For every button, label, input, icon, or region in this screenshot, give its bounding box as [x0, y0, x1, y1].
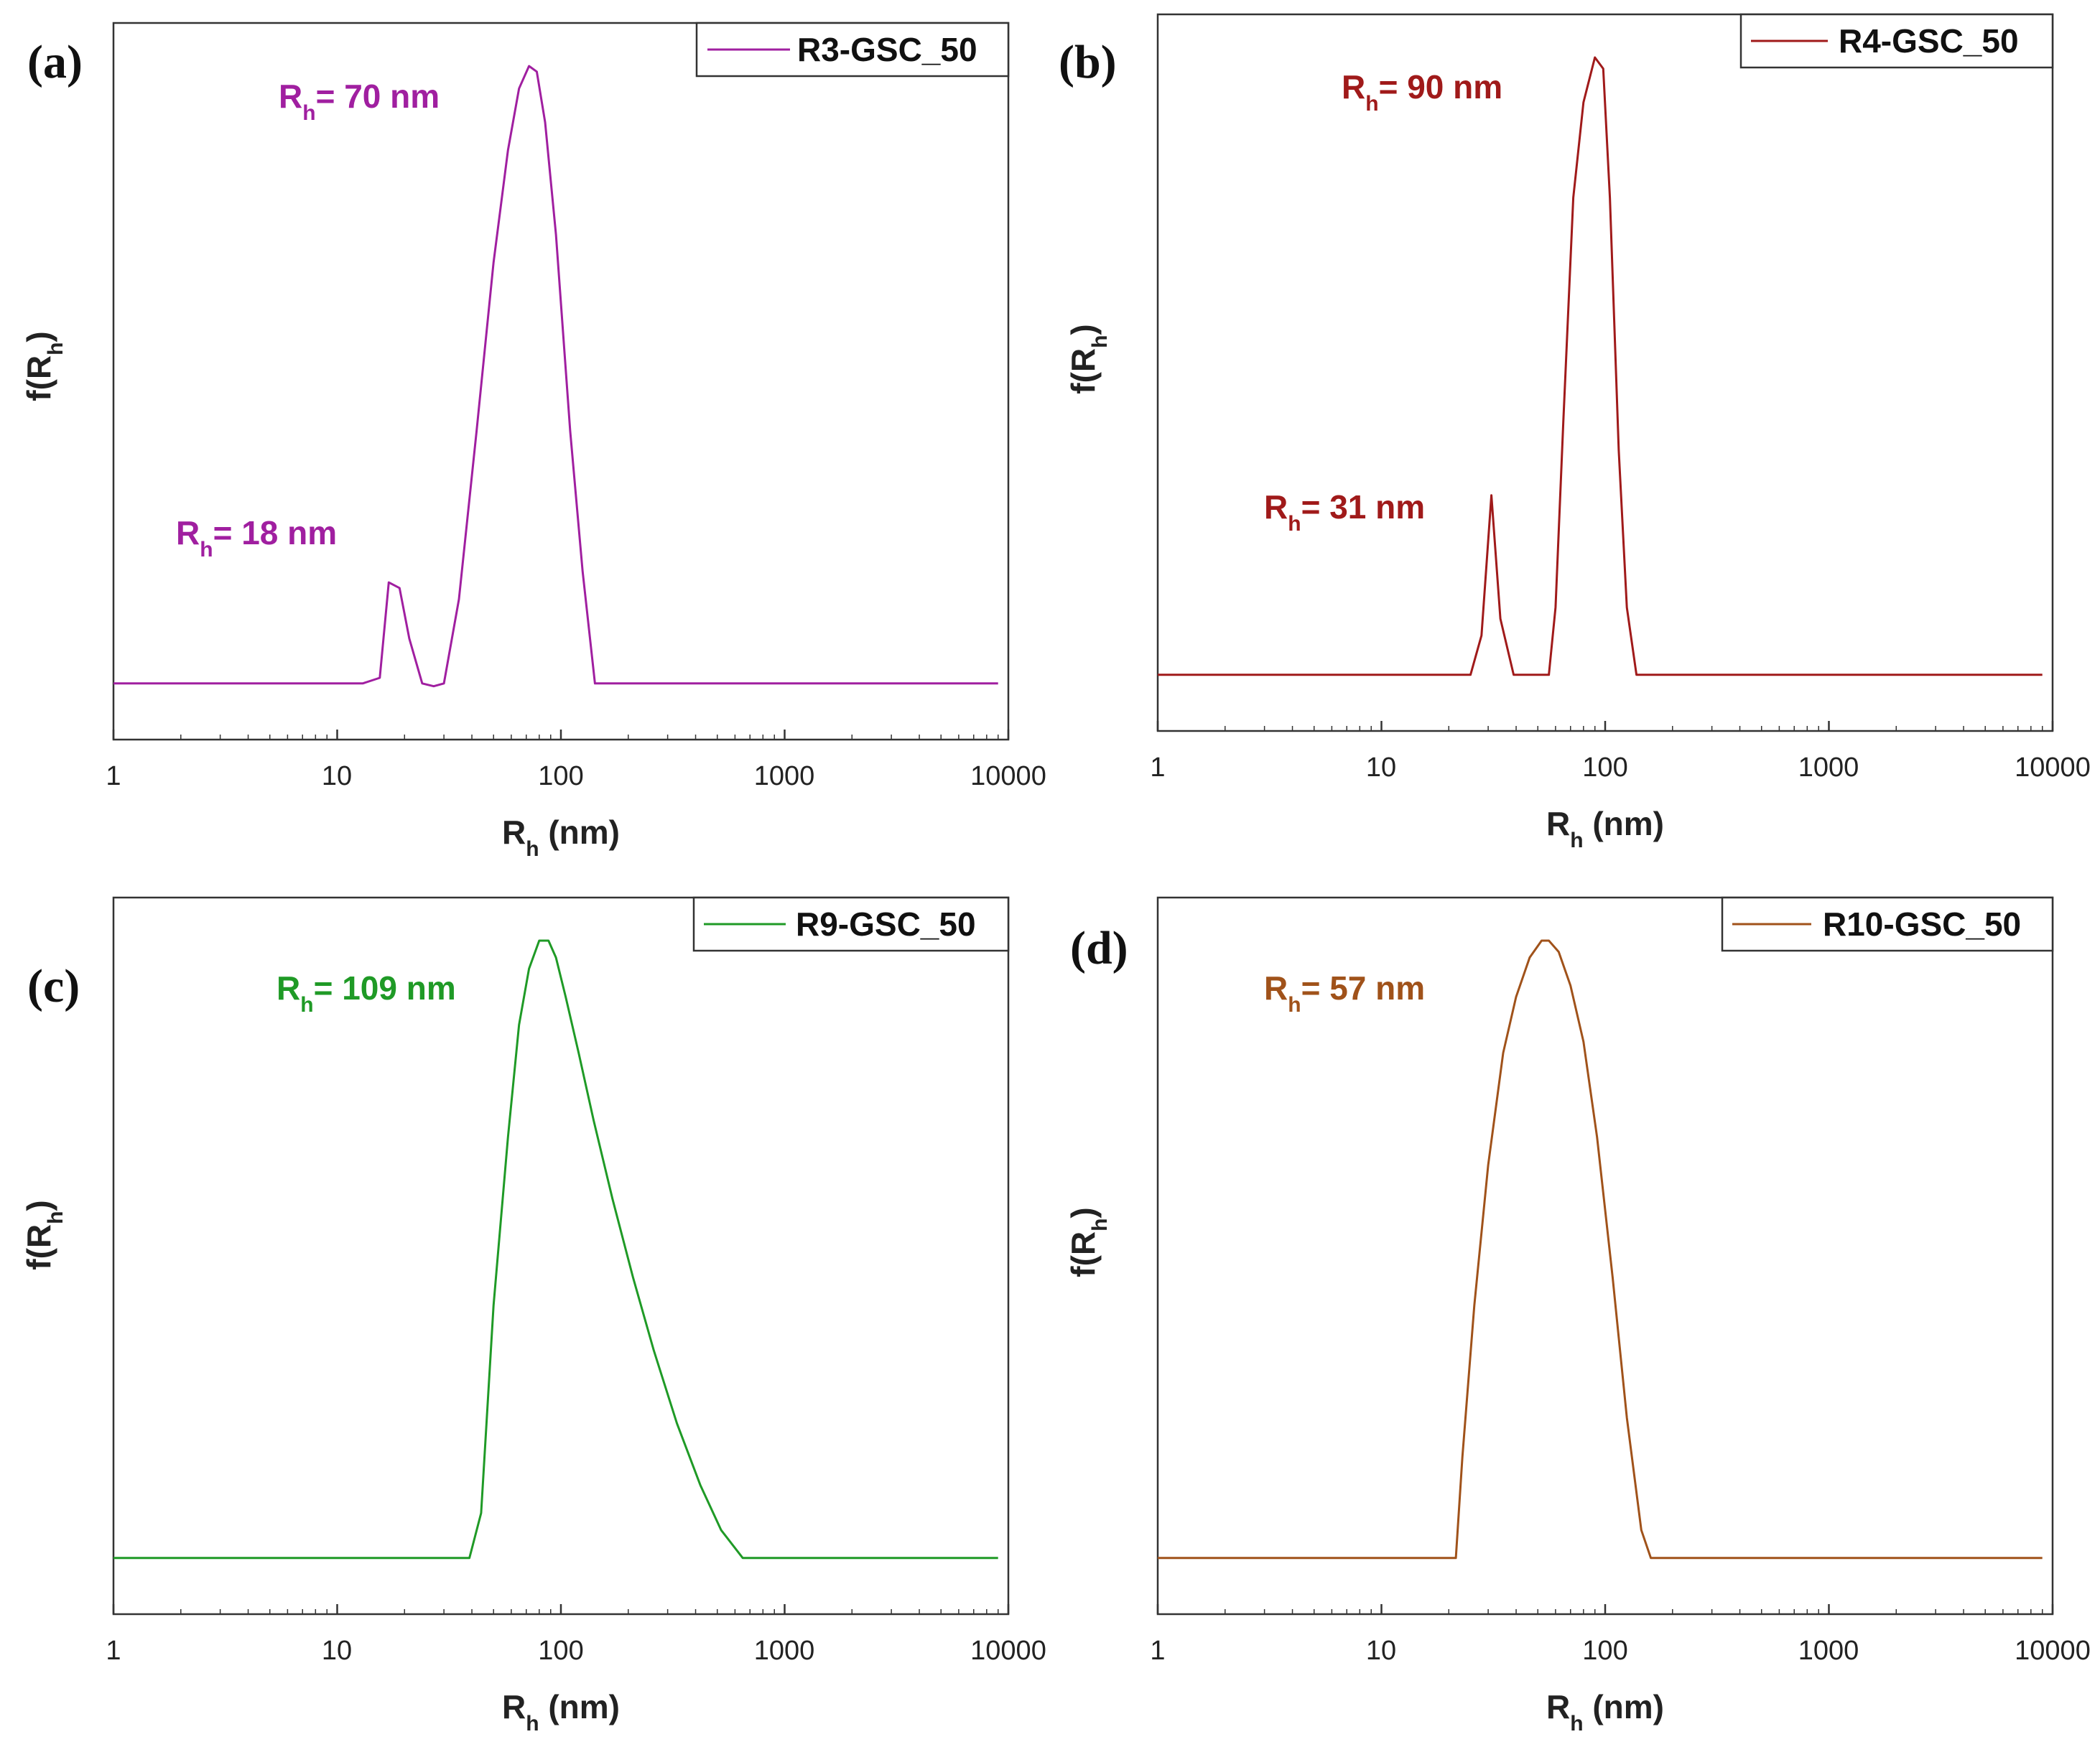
- x-tick-label: 10000: [2015, 1636, 2091, 1666]
- panel-d: (d) 1 10 100 1000 10000 Rh (nm) f(Rh) R1…: [1064, 896, 2091, 1736]
- x-tick-label: 100: [1582, 753, 1627, 783]
- legend: R9-GSC_50: [692, 896, 1010, 952]
- x-axis-title: Rh (nm): [1546, 805, 1664, 852]
- legend-label: R9-GSC_50: [796, 905, 976, 943]
- x-tick-label: 10: [1366, 753, 1396, 783]
- legend: R3-GSC_50: [695, 22, 1010, 78]
- x-tick-label: 1: [1150, 1636, 1165, 1666]
- plot-frame: [112, 22, 1010, 741]
- y-axis-title: f(Rh): [1064, 324, 1112, 394]
- peak-annotation-57nm: Rh= 57 nm: [1264, 969, 1425, 1017]
- x-tick-label: 100: [538, 1636, 583, 1666]
- x-tick-marks: [112, 730, 1010, 740]
- x-tick-label: 10: [1366, 1636, 1396, 1666]
- x-tick-label: 10000: [2015, 753, 2091, 783]
- x-tick-marks: [112, 1604, 1010, 1614]
- peak-annotation-90nm: Rh= 90 nm: [1342, 68, 1502, 116]
- plot-frame: [112, 896, 1010, 1616]
- legend: R4-GSC_50: [1739, 13, 2054, 69]
- x-tick-label: 1000: [1798, 753, 1859, 783]
- legend-label: R4-GSC_50: [1839, 22, 2019, 60]
- y-axis-title: f(Rh): [20, 1200, 68, 1270]
- series-line-r3-gsc-50: [113, 65, 998, 688]
- panel-b: (b) 1 10 100 1000 10000 Rh (nm) f(Rh) R4…: [1059, 13, 2091, 852]
- peak-annotation-70nm: Rh= 70 nm: [279, 78, 440, 125]
- legend-label: R10-GSC_50: [1823, 905, 2021, 943]
- peak-annotation-109nm: Rh= 109 nm: [277, 969, 456, 1017]
- x-tick-label: 100: [538, 761, 583, 791]
- x-tick-label: 1000: [1798, 1636, 1859, 1666]
- legend-label: R3-GSC_50: [797, 31, 977, 68]
- series-line-r9-gsc-50: [113, 939, 998, 1560]
- series-line-r4-gsc-50: [1158, 56, 2043, 676]
- panel-label: (c): [27, 960, 80, 1012]
- x-tick-label: 10000: [970, 1636, 1046, 1666]
- x-tick-label: 1000: [754, 761, 815, 791]
- panel-c: (c) 1 10 100 1000 10000 Rh (nm) f(Rh) R9…: [20, 896, 1046, 1736]
- x-tick-label: 1: [106, 761, 121, 791]
- x-tick-label: 10: [322, 761, 352, 791]
- peak-annotation-18nm: Rh= 18 nm: [176, 514, 337, 562]
- x-axis-title: Rh (nm): [502, 1688, 620, 1736]
- peak-annotation-31nm: Rh= 31 nm: [1264, 488, 1425, 536]
- panel-label: (d): [1070, 922, 1128, 974]
- x-tick-label: 10000: [970, 761, 1046, 791]
- x-axis-title: Rh (nm): [502, 814, 620, 861]
- x-tick-marks: [1156, 721, 2054, 731]
- x-axis-title: Rh (nm): [1546, 1688, 1664, 1736]
- x-tick-label: 1000: [754, 1636, 815, 1666]
- y-axis-title: f(Rh): [1064, 1207, 1112, 1277]
- panel-label: (b): [1059, 36, 1117, 88]
- series-line-r10-gsc-50: [1158, 939, 2043, 1560]
- x-tick-label: 10: [322, 1636, 352, 1666]
- panel-label: (a): [27, 36, 83, 88]
- x-tick-label: 1: [106, 1636, 121, 1666]
- panel-a: (a) 1 10 100 1000 10000 Rh (nm) f(Rh) R3…: [20, 22, 1046, 861]
- x-tick-label: 1: [1150, 753, 1165, 783]
- x-tick-marks: [1156, 1604, 2054, 1614]
- y-axis-title: f(Rh): [20, 331, 68, 401]
- x-tick-label: 100: [1582, 1636, 1627, 1666]
- legend: R10-GSC_50: [1721, 896, 2054, 952]
